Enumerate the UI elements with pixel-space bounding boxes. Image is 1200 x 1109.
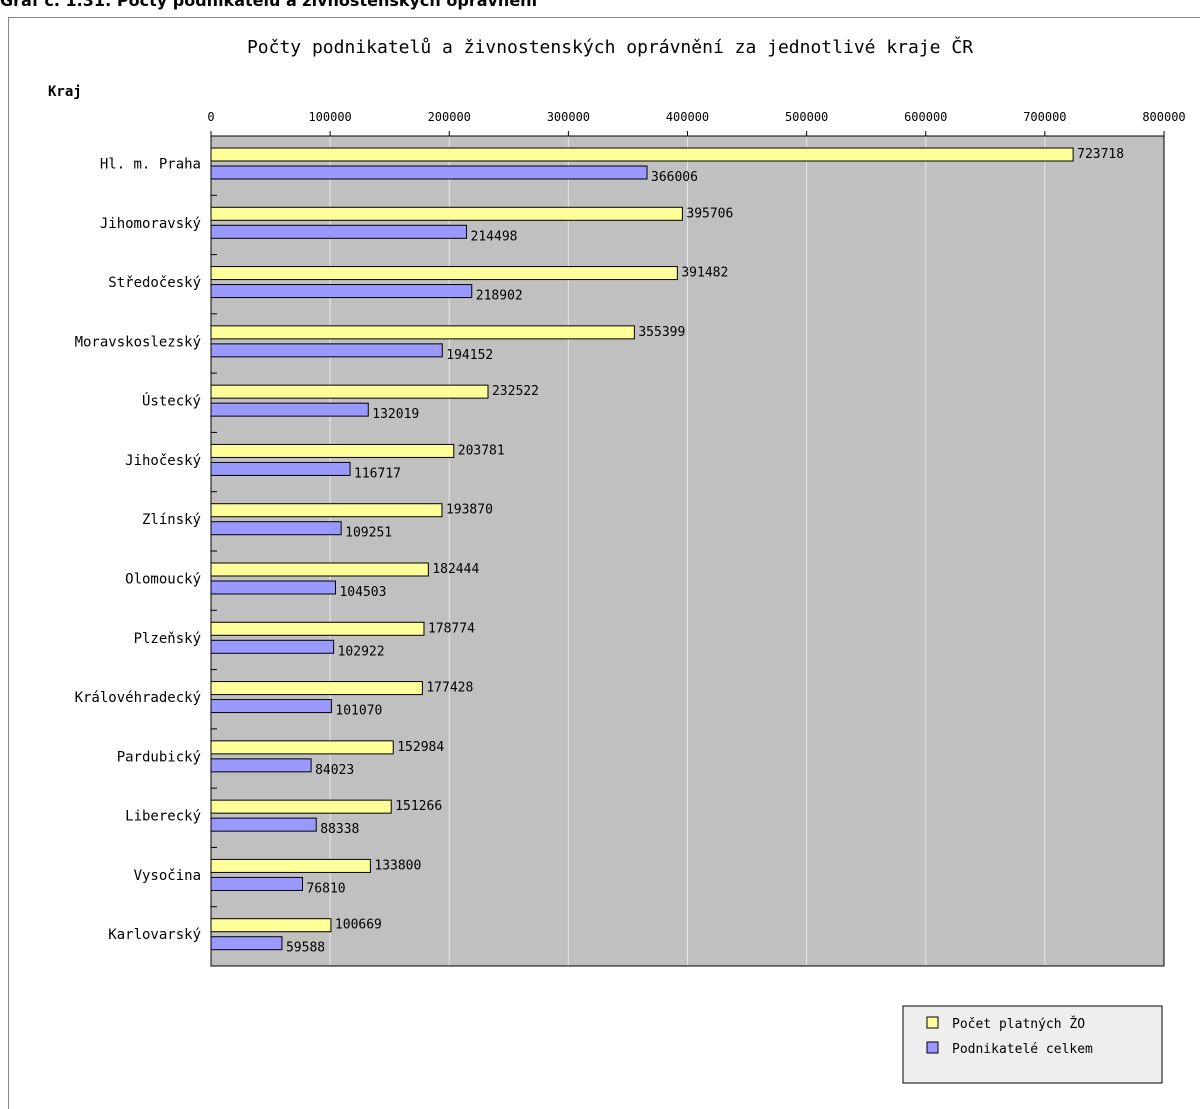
bar-value-label: 366006 [651, 170, 698, 185]
bar-value-label: 84023 [315, 763, 354, 778]
category-labels: Hl. m. Praha Jihomoravský Středočeský Morav… [75, 157, 217, 943]
bar-value-label: 59588 [286, 941, 325, 956]
bar-value-label: 152984 [397, 740, 444, 755]
bar-value-label: 232522 [492, 384, 539, 399]
category-label: Liberecký [125, 809, 201, 825]
category-label: Olomoucký [125, 572, 201, 588]
bar-value-label: 178774 [428, 621, 475, 636]
bar-value-label: 100669 [335, 918, 382, 933]
bar-zo [210, 384, 489, 399]
bar-zo [210, 443, 455, 458]
category-label: Karlovarský [108, 927, 201, 943]
bar-zo [210, 858, 371, 873]
bar-podnikatele [210, 639, 335, 654]
bar-podnikatele [210, 461, 351, 476]
bar-zo [210, 503, 443, 518]
category-label: Ústecký [142, 392, 201, 410]
x-tick-label: 100000 [308, 110, 351, 124]
category-label: Moravskoslezský [75, 334, 201, 350]
bar-podnikatele [210, 817, 317, 832]
category-label: Královéhradecký [75, 690, 201, 706]
bar-zo [210, 681, 423, 696]
bar-zo [210, 621, 425, 636]
legend-label: Podnikatelé celkem [952, 1042, 1093, 1057]
bar-zo [210, 325, 635, 340]
legend-box [902, 1005, 1163, 1084]
x-tick-label: 0 [207, 110, 214, 124]
category-label: Hl. m. Praha [100, 157, 201, 173]
legend-swatch [926, 1041, 939, 1054]
bar-podnikatele [210, 876, 303, 891]
bar-value-label: 177428 [426, 681, 473, 696]
bar-zo [210, 206, 683, 221]
bar-zo [210, 740, 394, 755]
x-tick-label: 800000 [1142, 110, 1185, 124]
bar-value-label: 101070 [335, 704, 382, 719]
x-tick-label: 600000 [904, 110, 947, 124]
page-heading: Graf č. 1.31: Počty podnikatelů a živnos… [0, 0, 538, 10]
bar-zo [210, 266, 678, 281]
x-tick-label: 200000 [428, 110, 471, 124]
category-label: Vysočina [134, 868, 201, 884]
bar-value-label: 151266 [395, 799, 442, 814]
bar-value-label: 203781 [458, 443, 505, 458]
bar-value-label: 116717 [354, 466, 401, 481]
bar-value-label: 76810 [306, 881, 345, 896]
y-axis-title: Kraj [48, 84, 82, 100]
bar-value-label: 355399 [638, 325, 685, 340]
bar-podnikatele [210, 936, 283, 951]
bar-value-label: 132019 [372, 407, 419, 422]
legend-label: Počet platných ŽO [952, 1016, 1085, 1032]
bar-value-label: 193870 [446, 503, 493, 518]
bar-value-label: 218902 [476, 289, 523, 304]
bar-value-label: 194152 [446, 348, 493, 363]
category-label: Pardubický [117, 749, 201, 765]
bar-value-label: 214498 [471, 229, 518, 244]
bar-value-label: 391482 [681, 266, 728, 281]
bar-podnikatele [210, 699, 332, 714]
x-tick-label: 400000 [666, 110, 709, 124]
category-label: Jihomoravský [100, 216, 201, 232]
bar-podnikatele [210, 521, 342, 536]
category-label: Jihočeský [125, 453, 201, 469]
bar-value-label: 133800 [374, 858, 421, 873]
bars: 723718 366006 395706 214498 391482 218902 3553… [210, 147, 1124, 956]
category-label: Středočeský [108, 275, 201, 291]
bar-podnikatele [210, 758, 312, 773]
bar-value-label: 723718 [1077, 147, 1124, 162]
bar-zo [210, 799, 392, 814]
bar-podnikatele [210, 580, 336, 595]
x-axis-ticks: 0 100000 200000 300000 400000 500000 600000 700… [207, 110, 1186, 136]
bar-value-label: 109251 [345, 526, 392, 541]
bar-podnikatele [210, 165, 648, 180]
bar-value-label: 102922 [338, 644, 385, 659]
bar-value-label: 182444 [432, 562, 479, 577]
bar-podnikatele [210, 343, 443, 358]
x-tick-label: 500000 [785, 110, 828, 124]
bar-value-label: 88338 [320, 822, 359, 837]
category-label: Zlínský [142, 512, 201, 528]
bar-value-label: 104503 [339, 585, 386, 600]
bar-podnikatele [210, 284, 473, 299]
bar-podnikatele [210, 402, 369, 417]
x-tick-label: 700000 [1023, 110, 1066, 124]
category-label: Plzeňský [134, 631, 201, 647]
legend: Počet platných ŽO Podnikatelé celkem [902, 1005, 1163, 1084]
chart-frame [8, 17, 1200, 1109]
bar-zo [210, 562, 429, 577]
bar-zo [210, 918, 332, 933]
bar-podnikatele [210, 224, 468, 239]
chart-title: Počty podnikatelů a živnostenských opráv… [247, 36, 973, 58]
legend-swatch [926, 1016, 939, 1029]
x-tick-label: 300000 [547, 110, 590, 124]
bar-value-label: 395706 [686, 206, 733, 221]
bar-zo [210, 147, 1074, 162]
